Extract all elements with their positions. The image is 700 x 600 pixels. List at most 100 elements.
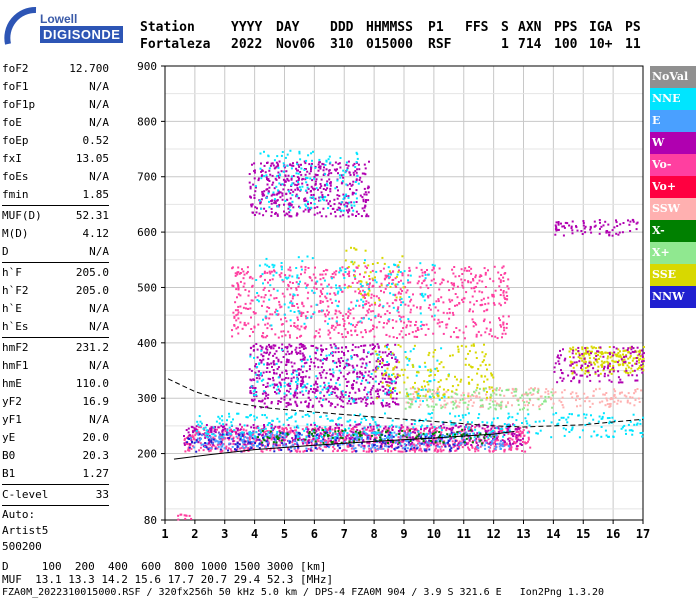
echo-point	[619, 355, 622, 358]
echo-point	[394, 386, 397, 389]
divider	[2, 505, 109, 506]
echo-point	[259, 373, 262, 376]
echo-point	[423, 443, 425, 446]
echo-point	[607, 362, 610, 365]
echo-point	[504, 272, 507, 274]
echo-point	[588, 357, 591, 360]
echo-point	[387, 448, 390, 451]
echo-point	[503, 444, 506, 447]
echo-point	[371, 377, 374, 380]
echo-point	[374, 380, 377, 383]
echo-point	[378, 285, 381, 288]
echo-point	[462, 433, 465, 436]
echo-point	[434, 440, 437, 443]
echo-point	[429, 444, 432, 447]
echo-point	[391, 319, 394, 322]
echo-point	[456, 345, 459, 348]
echo-point	[304, 315, 307, 318]
echo-point	[498, 317, 500, 320]
echo-point	[305, 370, 308, 373]
echo-point	[613, 400, 616, 403]
echo-point	[614, 390, 617, 393]
echo-point	[493, 435, 496, 438]
echo-point	[315, 287, 318, 290]
echo-point	[474, 274, 477, 277]
echo-point	[319, 289, 322, 292]
echo-point	[417, 430, 420, 433]
echo-point	[414, 448, 417, 451]
echo-point	[249, 414, 251, 417]
echo-point	[263, 363, 265, 366]
echo-point	[575, 364, 578, 367]
echo-point	[483, 444, 486, 447]
echo-point	[538, 408, 541, 411]
echo-point	[398, 441, 401, 444]
echo-point	[600, 417, 603, 420]
echo-point	[264, 316, 267, 319]
echo-point	[376, 343, 379, 346]
echo-point	[340, 350, 343, 353]
echo-point	[278, 439, 281, 442]
echo-point	[640, 368, 643, 371]
echo-point	[290, 429, 293, 432]
echo-point	[440, 427, 443, 429]
echo-point	[237, 285, 240, 288]
echo-point	[262, 300, 265, 303]
echo-point	[511, 442, 514, 445]
echo-point	[383, 291, 385, 294]
echo-point	[327, 329, 330, 332]
echo-point	[266, 306, 269, 309]
echo-point	[325, 414, 328, 417]
echo-point	[323, 434, 326, 437]
echo-point	[284, 274, 287, 277]
echo-point	[543, 400, 545, 403]
echo-point	[496, 417, 499, 420]
param-row: hmE 110.0	[2, 375, 109, 393]
echo-point	[472, 401, 475, 404]
echo-point	[475, 448, 478, 451]
echo-point	[306, 382, 309, 385]
echo-point	[344, 428, 346, 430]
echo-point	[358, 292, 361, 295]
echo-point	[322, 399, 324, 401]
echo-point	[274, 425, 277, 428]
echo-point	[502, 323, 505, 326]
echo-point	[386, 445, 389, 448]
echo-point	[210, 446, 213, 448]
echo-point	[397, 306, 400, 309]
echo-point	[475, 437, 478, 440]
echo-point	[279, 384, 282, 387]
echo-point	[517, 430, 520, 433]
echo-point	[605, 434, 608, 437]
echo-point	[323, 381, 326, 384]
echo-point	[592, 394, 595, 397]
echo-point	[377, 429, 380, 432]
echo-point	[300, 384, 303, 387]
echo-point	[369, 353, 372, 356]
echo-point	[198, 426, 201, 429]
echo-point	[369, 344, 372, 347]
echo-point	[273, 427, 276, 430]
echo-point	[483, 318, 486, 321]
echo-point	[585, 413, 588, 416]
echo-point	[592, 367, 595, 370]
echo-point	[277, 336, 280, 339]
echo-point	[384, 287, 387, 290]
echo-point	[266, 334, 269, 337]
echo-point	[609, 356, 612, 359]
echo-point	[405, 395, 408, 398]
echo-point	[389, 272, 392, 275]
echo-point	[384, 313, 387, 316]
echo-point	[413, 344, 416, 347]
echo-point	[343, 354, 346, 356]
echo-point	[401, 426, 404, 429]
echo-point	[313, 428, 316, 431]
echo-point	[274, 391, 276, 393]
echo-point	[469, 308, 472, 311]
echo-point	[436, 370, 439, 372]
echo-point	[618, 392, 621, 395]
echo-point	[462, 434, 465, 437]
echo-point	[200, 443, 203, 446]
echo-point	[385, 428, 388, 431]
echo-point	[374, 448, 377, 451]
